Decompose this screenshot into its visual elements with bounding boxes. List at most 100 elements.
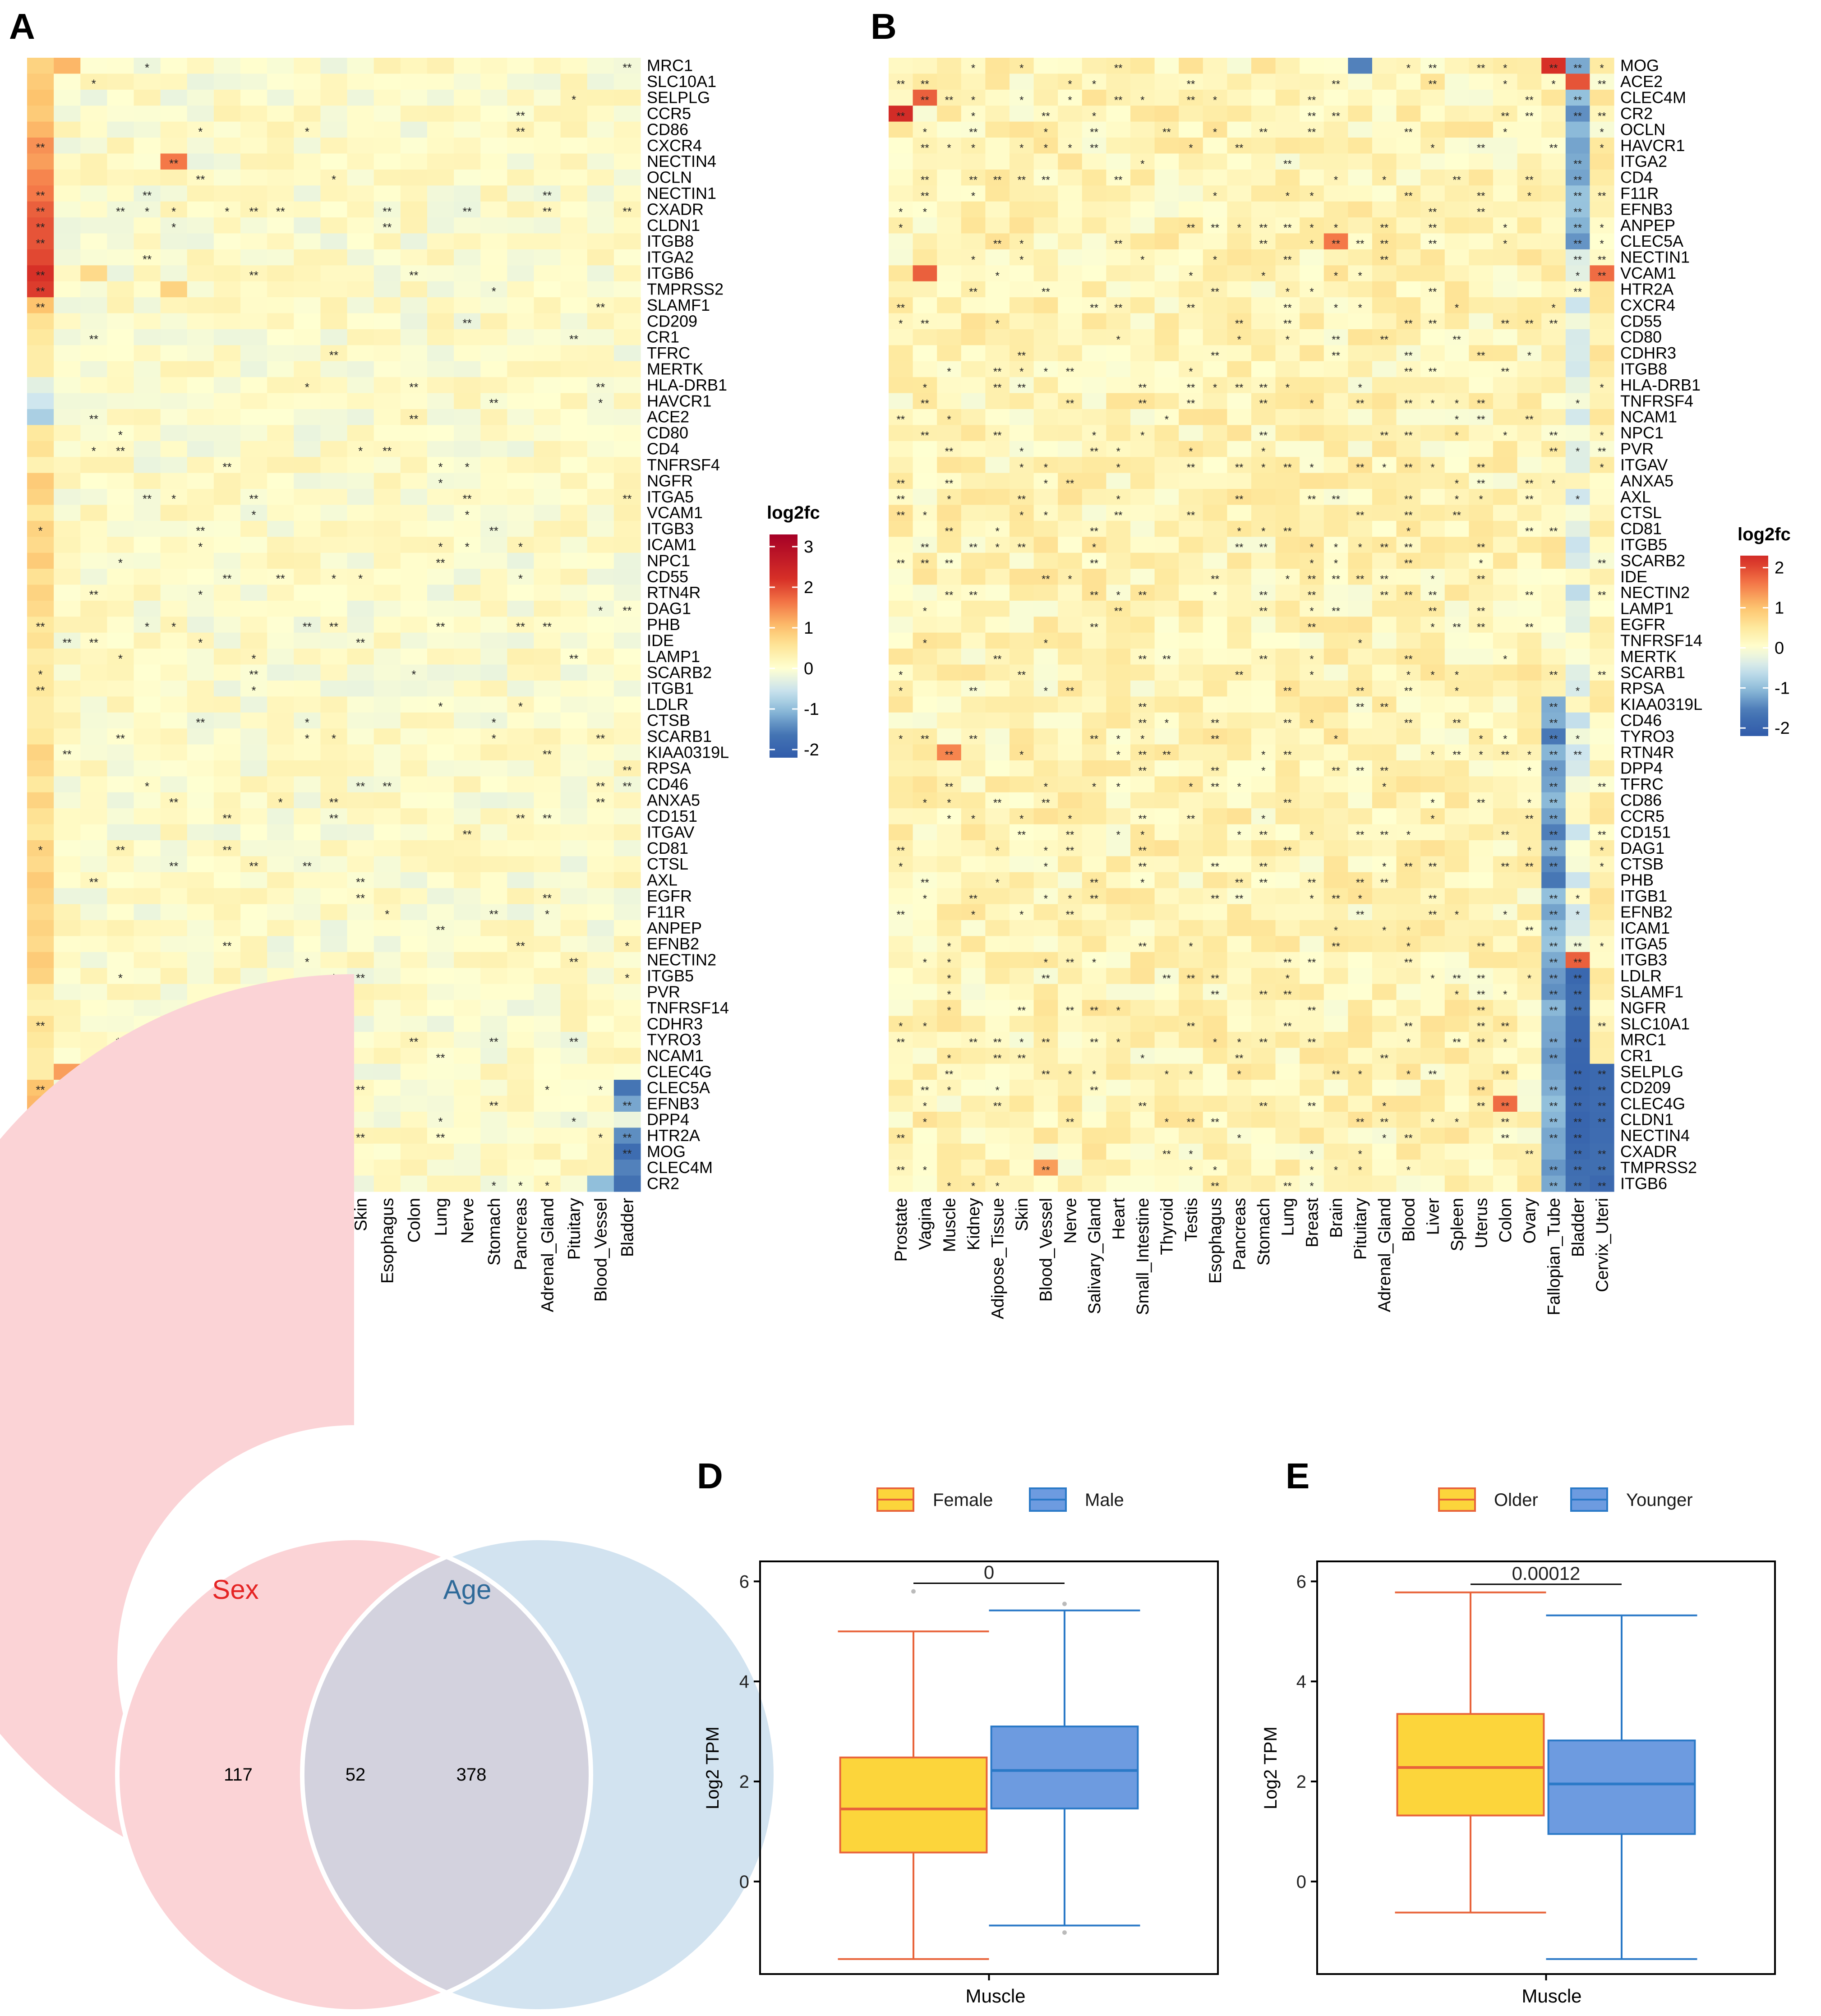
heatmap-cell bbox=[1590, 505, 1614, 521]
heatmap-cell bbox=[613, 185, 641, 202]
heatmap-cell bbox=[480, 489, 507, 506]
significance-mark: * bbox=[1044, 366, 1048, 378]
heatmap-cell bbox=[534, 249, 561, 266]
y-tick-label: 0 bbox=[1296, 1872, 1306, 1892]
heatmap-cell bbox=[80, 393, 107, 410]
heatmap-cell bbox=[913, 1031, 937, 1048]
heatmap-cell bbox=[1565, 649, 1590, 665]
heatmap-cell bbox=[1565, 138, 1590, 154]
heatmap-cell bbox=[1130, 984, 1155, 1000]
heatmap-cell bbox=[985, 201, 1010, 218]
heatmap-cell bbox=[400, 712, 428, 729]
significance-mark: ** bbox=[1477, 206, 1485, 218]
significance-mark: ** bbox=[1283, 1180, 1292, 1192]
box-male bbox=[990, 1726, 1139, 1809]
heatmap-cell bbox=[454, 952, 481, 968]
heatmap-cell bbox=[613, 1095, 641, 1112]
heatmap-cell bbox=[1154, 74, 1179, 90]
heatmap-cell bbox=[1106, 313, 1131, 330]
heatmap-cell bbox=[1517, 537, 1542, 553]
significance-mark: ** bbox=[1356, 510, 1365, 522]
heatmap-cell bbox=[1275, 1048, 1300, 1064]
heatmap-cell bbox=[1517, 776, 1542, 793]
heatmap-cell bbox=[427, 600, 454, 617]
heatmap-cell bbox=[507, 297, 535, 314]
significance-mark: ** bbox=[1187, 1116, 1195, 1128]
significance-mark: * bbox=[1455, 398, 1459, 410]
heatmap-cell bbox=[507, 680, 535, 697]
heatmap-cell bbox=[1590, 744, 1614, 761]
significance-mark: * bbox=[1455, 909, 1459, 921]
heatmap-cell bbox=[160, 808, 188, 825]
heatmap-cell bbox=[454, 329, 481, 345]
heatmap-cell bbox=[1010, 680, 1034, 697]
significance-mark: ** bbox=[896, 110, 905, 122]
heatmap-cell bbox=[1082, 904, 1106, 921]
heatmap-cell bbox=[1541, 872, 1566, 888]
significance-mark: * bbox=[1455, 685, 1459, 697]
heatmap-cell bbox=[1033, 808, 1058, 825]
heatmap-cell bbox=[1082, 361, 1106, 377]
significance-mark: ** bbox=[1501, 318, 1509, 330]
significance-mark: ** bbox=[896, 493, 905, 506]
heatmap-cell bbox=[267, 473, 294, 489]
heatmap-cell bbox=[1541, 217, 1566, 234]
heatmap-cell bbox=[1275, 169, 1300, 186]
significance-mark: ** bbox=[1283, 1021, 1292, 1033]
heatmap-cell bbox=[1010, 233, 1034, 250]
heatmap-cell bbox=[80, 712, 107, 729]
heatmap-cell bbox=[1493, 936, 1518, 953]
heatmap-cell bbox=[937, 600, 962, 617]
heatmap-cell bbox=[134, 217, 161, 234]
significance-mark: * bbox=[1140, 733, 1144, 745]
heatmap-cell bbox=[107, 712, 134, 729]
heatmap-cell bbox=[1300, 1063, 1324, 1080]
heatmap-cell bbox=[587, 712, 614, 729]
heatmap-cell bbox=[400, 904, 428, 921]
heatmap-cell bbox=[961, 297, 986, 314]
heatmap-cell bbox=[1444, 138, 1469, 154]
heatmap-cell bbox=[507, 649, 535, 665]
significance-mark: ** bbox=[896, 845, 905, 857]
heatmap-cell bbox=[1541, 153, 1566, 170]
heatmap-cell bbox=[1300, 840, 1324, 857]
heatmap-cell bbox=[507, 1111, 535, 1128]
heatmap-cell bbox=[613, 617, 641, 633]
heatmap-cell bbox=[1565, 840, 1590, 857]
heatmap-cell bbox=[400, 185, 428, 202]
heatmap-cell bbox=[1106, 585, 1131, 601]
heatmap-cell bbox=[507, 744, 535, 761]
heatmap-cell bbox=[889, 74, 913, 90]
significance-mark: * bbox=[1576, 398, 1580, 410]
heatmap-cell bbox=[1033, 89, 1058, 106]
heatmap-cell bbox=[1033, 489, 1058, 506]
heatmap-cell bbox=[1275, 520, 1300, 537]
heatmap-cell bbox=[587, 425, 614, 442]
heatmap-cell bbox=[1469, 74, 1494, 90]
heatmap-cell bbox=[107, 505, 134, 521]
heatmap-cell bbox=[1154, 233, 1179, 250]
heatmap-cell bbox=[1154, 106, 1179, 122]
heatmap-cell bbox=[1396, 233, 1421, 250]
heatmap-cell bbox=[913, 1048, 937, 1064]
heatmap-cell bbox=[1323, 457, 1348, 474]
heatmap-cell bbox=[1565, 58, 1590, 74]
heatmap-cell bbox=[1179, 664, 1203, 681]
heatmap-cell bbox=[613, 760, 641, 777]
heatmap-cell bbox=[240, 952, 267, 968]
significance-mark: ** bbox=[1573, 1036, 1582, 1049]
heatmap-cell bbox=[1493, 1143, 1518, 1160]
heatmap-cell bbox=[427, 856, 454, 873]
significance-mark: * bbox=[1189, 1068, 1193, 1081]
heatmap-cell bbox=[560, 265, 588, 282]
heatmap-cell bbox=[1275, 345, 1300, 362]
heatmap-cell bbox=[534, 345, 561, 362]
heatmap-cell bbox=[587, 1175, 614, 1192]
heatmap-cell bbox=[534, 1000, 561, 1017]
heatmap-cell bbox=[187, 632, 214, 649]
heatmap-cell bbox=[1323, 169, 1348, 186]
heatmap-cell bbox=[961, 233, 986, 250]
heatmap-cell bbox=[1251, 281, 1276, 298]
heatmap-cell bbox=[1396, 824, 1421, 841]
heatmap-cell bbox=[27, 600, 54, 617]
